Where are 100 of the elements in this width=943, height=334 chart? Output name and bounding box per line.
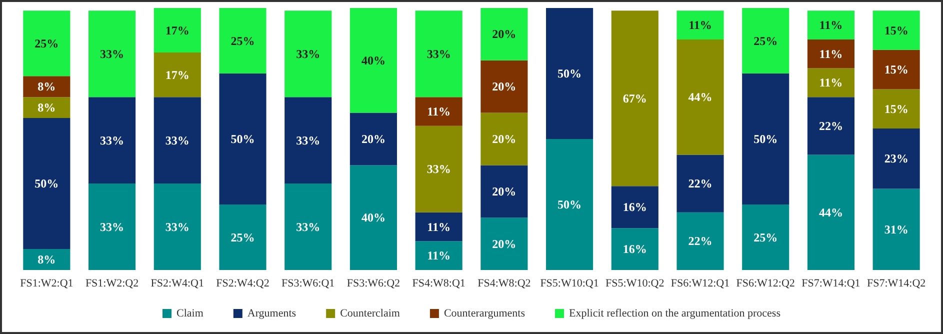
- bar: [350, 8, 397, 113]
- bar: [676, 10, 724, 40]
- bar: [415, 126, 462, 212]
- bar: [807, 97, 854, 155]
- data-label: 33%: [100, 220, 124, 234]
- data-label: 20%: [361, 132, 386, 146]
- bar: [872, 128, 920, 189]
- bar: [88, 10, 136, 98]
- x-tick-label: FS6:W12:Q1: [670, 278, 730, 290]
- bar: [742, 74, 790, 204]
- bar: [154, 8, 201, 53]
- data-label: 50%: [34, 176, 59, 191]
- data-label: 17%: [165, 68, 190, 82]
- data-label: 44%: [688, 90, 712, 104]
- x-tick-label: FS7:W14:Q2: [866, 278, 926, 290]
- data-label: 17%: [165, 23, 190, 38]
- bar: [742, 8, 790, 74]
- legend-label: Claim: [176, 308, 204, 320]
- data-label: 25%: [754, 34, 778, 48]
- data-label: 25%: [754, 230, 778, 244]
- data-label: 67%: [622, 91, 647, 106]
- bar: [350, 165, 397, 270]
- bar: [23, 97, 70, 118]
- bar: [23, 249, 70, 270]
- bar: [807, 39, 854, 68]
- data-label: 25%: [230, 230, 255, 244]
- data-label: 33%: [296, 220, 320, 234]
- bar: [480, 218, 528, 270]
- data-label: 33%: [426, 162, 451, 176]
- x-tick-label: FS7:W14:Q1: [802, 278, 860, 290]
- data-label: 11%: [819, 18, 843, 32]
- x-tick-label: FS2:W4:Q2: [216, 278, 270, 290]
- data-label: 11%: [688, 18, 712, 32]
- bar: [154, 52, 201, 98]
- bar: [480, 165, 528, 218]
- data-label: 33%: [100, 46, 124, 61]
- bar: [415, 241, 462, 270]
- bar: [807, 68, 854, 98]
- data-label: 20%: [492, 236, 516, 251]
- data-label: 20%: [492, 80, 516, 94]
- x-tick-label: FS3:W6:Q2: [346, 278, 400, 290]
- data-label: 33%: [100, 133, 124, 148]
- bar: [219, 204, 266, 270]
- data-label: 11%: [819, 46, 843, 61]
- data-label: 20%: [492, 184, 516, 198]
- bar: [154, 184, 201, 270]
- bar: [219, 8, 266, 74]
- data-label: 50%: [230, 132, 255, 146]
- data-label: 40%: [361, 53, 386, 68]
- bar: [415, 97, 462, 126]
- data-label: 22%: [818, 118, 843, 133]
- data-label: 15%: [884, 62, 908, 77]
- bar: [480, 112, 528, 166]
- bar: [676, 154, 724, 212]
- data-label: 15%: [884, 102, 908, 116]
- bar: [742, 204, 790, 270]
- x-tick-label: FS2:W4:Q1: [150, 278, 204, 290]
- legend-label: Explicit reflection on the argumentation process: [569, 308, 780, 320]
- bar: [154, 97, 201, 184]
- bar: [23, 10, 70, 76]
- x-tick-label: FS6:W12:Q2: [736, 278, 795, 290]
- bar: [807, 10, 854, 40]
- bar: [546, 8, 594, 139]
- x-tick-label: FS5:W10:Q1: [540, 278, 599, 290]
- data-label: 50%: [754, 132, 778, 146]
- data-label: 15%: [884, 23, 908, 38]
- data-label: 50%: [558, 198, 582, 212]
- data-label: 22%: [688, 234, 712, 248]
- data-label: 33%: [426, 46, 451, 61]
- bar: [284, 184, 332, 270]
- bar: [88, 184, 136, 270]
- data-label: 16%: [622, 200, 647, 214]
- legend-label: Arguments: [247, 308, 296, 320]
- x-tick-label: FS4:W8:Q2: [478, 278, 531, 290]
- data-label: 33%: [296, 133, 320, 148]
- bar: [219, 74, 266, 204]
- bar: [480, 8, 528, 60]
- data-label: 20%: [492, 132, 516, 146]
- x-tick-label: FS1:W2:Q1: [20, 278, 74, 290]
- bar: [284, 97, 332, 184]
- bar: [23, 76, 70, 98]
- bar: [88, 97, 136, 184]
- x-tick-label: FS3:W6:Q1: [282, 278, 335, 290]
- bar: [23, 118, 70, 250]
- data-label: 8%: [38, 252, 56, 267]
- bar: [872, 188, 920, 270]
- x-tick-label: FS4:W8:Q1: [412, 278, 466, 290]
- legend-label: Counterarguments: [444, 308, 526, 320]
- bar: [611, 228, 658, 270]
- data-label: 50%: [558, 66, 582, 80]
- legend-label: Counterclaim: [340, 308, 400, 320]
- data-label: 11%: [427, 104, 450, 118]
- bar: [676, 39, 724, 155]
- data-label: 16%: [622, 242, 647, 256]
- data-label: 11%: [427, 220, 450, 234]
- data-label: 40%: [361, 210, 386, 225]
- bar: [350, 112, 397, 166]
- bar: [872, 89, 920, 129]
- bar: [546, 139, 594, 270]
- bar: [415, 10, 462, 98]
